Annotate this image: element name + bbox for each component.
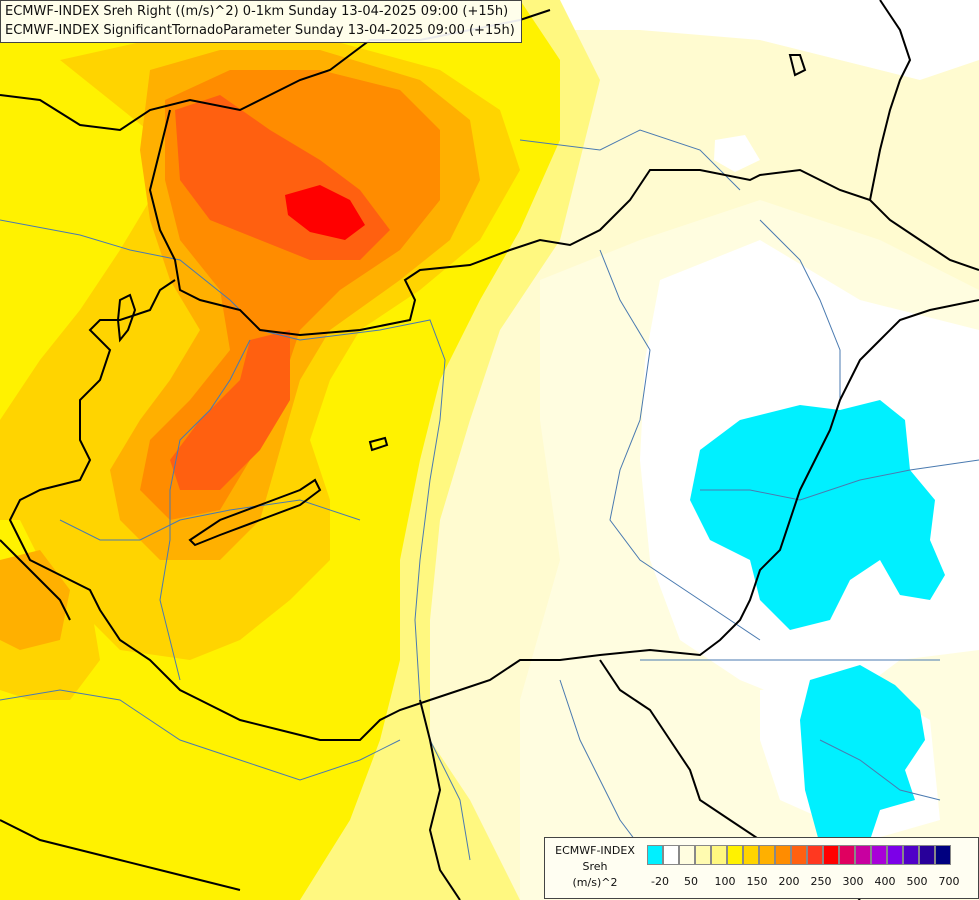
country-border <box>0 819 241 891</box>
orange-region-southwest <box>0 550 70 650</box>
river <box>519 129 741 191</box>
legend-unit: (m/s)^2 <box>572 876 618 889</box>
country-border <box>0 539 71 621</box>
legend-swatch <box>727 845 743 865</box>
river <box>559 679 651 861</box>
river <box>0 689 401 781</box>
legend-swatch <box>823 845 839 865</box>
legend-tick-label: 200 <box>778 875 800 888</box>
legend-swatch <box>919 845 935 865</box>
legend-swatch <box>647 845 663 865</box>
legend-tick-label: 400 <box>874 875 896 888</box>
legend-swatch <box>759 845 775 865</box>
legend-swatch <box>871 845 887 865</box>
legend-swatch <box>711 845 727 865</box>
legend-tick-label: 250 <box>810 875 832 888</box>
white-patch-northeast <box>714 135 760 172</box>
river <box>599 249 761 641</box>
legend-variable: Sreh <box>582 860 608 873</box>
legend-swatch <box>855 845 871 865</box>
legend-tick-label: -20 <box>651 875 669 888</box>
cyan-region-east <box>690 400 945 630</box>
river <box>759 219 841 400</box>
river <box>159 339 251 681</box>
lake-outline <box>788 54 807 77</box>
country-border <box>148 109 979 337</box>
lake-outline <box>368 436 389 452</box>
legend-swatch <box>807 845 823 865</box>
legend-swatch <box>679 845 695 865</box>
legend-tick-label: 700 <box>938 875 960 888</box>
legend-source: ECMWF-INDEX <box>555 844 635 857</box>
lake-outline <box>188 478 322 547</box>
white-patch-north <box>545 0 979 80</box>
red-orange-region-south <box>170 330 290 490</box>
red-core <box>285 185 365 240</box>
title-line-stp: ECMWF-INDEX SignificantTornadoParameter … <box>5 23 515 38</box>
legend-swatch <box>935 845 951 865</box>
country-border <box>8 279 979 741</box>
legend-tick-label: 50 <box>684 875 698 888</box>
legend-swatch <box>743 845 759 865</box>
legend-swatch <box>695 845 711 865</box>
river <box>59 499 361 541</box>
legend-swatch <box>663 845 679 865</box>
cyan-region-south <box>800 665 925 845</box>
legend-tick-label: 100 <box>714 875 736 888</box>
legend-tick-label: 500 <box>906 875 928 888</box>
legend-tick-label: 300 <box>842 875 864 888</box>
legend-swatch <box>791 845 807 865</box>
river <box>700 459 979 501</box>
legend-tick-label: 150 <box>746 875 768 888</box>
country-border <box>869 0 912 201</box>
title-line-sreh: ECMWF-INDEX Sreh Right ((m/s)^2) 0-1km S… <box>5 4 509 19</box>
lake-outline <box>116 293 137 343</box>
legend-swatch <box>839 845 855 865</box>
legend-swatch <box>887 845 903 865</box>
legend-swatch <box>775 845 791 865</box>
river <box>819 739 941 801</box>
color-legend: ECMWF-INDEX Sreh (m/s)^2 -20 50 100 150 200 2… <box>544 837 979 899</box>
map-title-box: ECMWF-INDEX Sreh Right ((m/s)^2) 0-1km S… <box>0 0 522 43</box>
legend-swatch <box>903 845 919 865</box>
country-border <box>419 699 461 900</box>
